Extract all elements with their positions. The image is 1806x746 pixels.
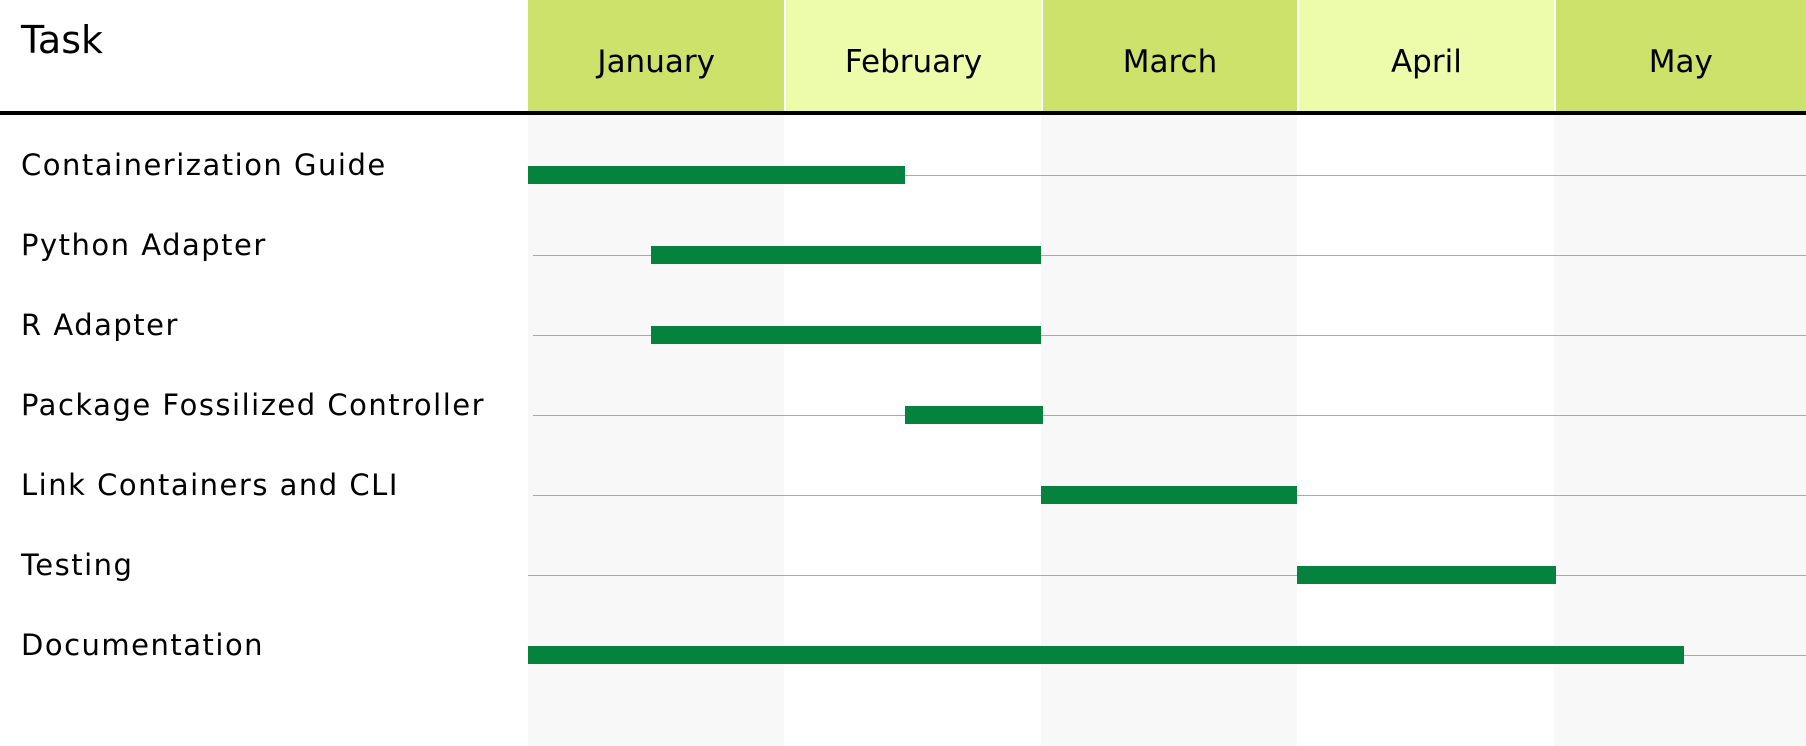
task-bar	[904, 406, 1044, 424]
task-label: Containerization Guide	[21, 148, 387, 182]
task-bar	[528, 646, 1685, 664]
task-row-line	[528, 575, 1806, 576]
task-label: Link Containers and CLI	[21, 468, 399, 502]
month-column-march	[1040, 113, 1298, 746]
month-column-april	[1297, 113, 1554, 746]
task-label: Documentation	[21, 628, 265, 662]
task-row-line	[533, 335, 1806, 336]
task-bar	[1297, 566, 1557, 584]
task-label: Testing	[21, 548, 134, 582]
month-header-march: March	[1040, 0, 1298, 112]
task-row-line	[533, 255, 1806, 256]
task-column-header: Task	[21, 18, 104, 62]
task-row-line	[533, 415, 1806, 416]
month-header-may: May	[1553, 0, 1806, 112]
month-column-january	[528, 113, 785, 746]
task-bar	[651, 326, 1041, 344]
month-header-january: January	[528, 0, 785, 112]
month-column-february	[784, 113, 1041, 746]
task-label: Package Fossilized Controller	[21, 388, 486, 422]
task-label: R Adapter	[21, 308, 179, 342]
month-header-february: February	[784, 0, 1041, 112]
header-divider	[0, 111, 1806, 115]
month-header-april: April	[1297, 0, 1554, 112]
task-bar	[528, 166, 905, 184]
task-row-line	[528, 175, 1806, 176]
month-column-may	[1553, 113, 1806, 746]
task-bar	[651, 246, 1041, 264]
task-label: Python Adapter	[21, 228, 267, 262]
task-bar	[1040, 486, 1298, 504]
